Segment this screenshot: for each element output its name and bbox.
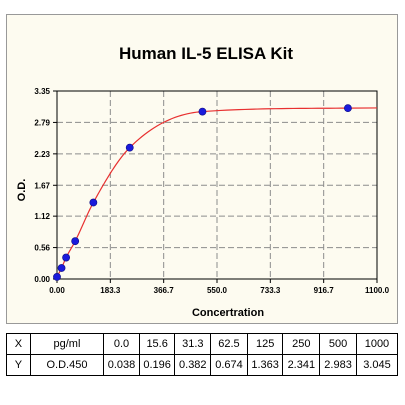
table-cell: 0.382 — [174, 354, 212, 376]
data-point — [89, 198, 98, 207]
x-tick-label: 1100.0 — [365, 286, 390, 295]
table-cell: Y — [6, 354, 31, 376]
table-cell: 1000 — [355, 333, 399, 355]
x-axis-title: Concertration — [192, 307, 264, 319]
data-point — [198, 107, 207, 116]
table-cell: 125 — [246, 333, 284, 355]
data-point — [71, 237, 80, 246]
x-tick-label: 366.7 — [154, 286, 175, 295]
table-cell: X — [6, 333, 31, 355]
x-tick-label: 0.00 — [49, 286, 65, 295]
chart-title: Human IL-5 ELISA Kit — [119, 44, 293, 63]
x-tick-label: 733.3 — [260, 286, 281, 295]
y-tick-label: 0.56 — [34, 244, 50, 253]
data-point — [62, 253, 71, 262]
data-point — [57, 264, 66, 272]
table-cell: 2.983 — [319, 354, 357, 376]
y-tick-label: 3.35 — [34, 87, 50, 96]
plot-area: 0.00 0.56 1.12 1.67 2.23 2.79 3.35 0.00 183.3 366… — [34, 87, 389, 295]
chart-svg: Human IL-5 ELISA Kit O.D. Concertration … — [16, 44, 390, 319]
table-cell: 62.5 — [210, 333, 248, 355]
data-point — [125, 143, 134, 152]
table-cell: O.D.450 — [29, 354, 105, 376]
table-cell: 0.0 — [103, 333, 140, 355]
data-point — [53, 272, 61, 281]
data-point — [344, 104, 352, 113]
x-tick-label: 550.0 — [207, 286, 228, 295]
table-cell: 15.6 — [138, 333, 176, 355]
table-cell: 1.363 — [246, 354, 284, 376]
x-tick-label: 916.7 — [314, 286, 335, 295]
y-tick-label: 1.12 — [34, 212, 50, 221]
table-cell: pg/ml — [29, 333, 105, 355]
y-tick-label: 0.00 — [34, 275, 50, 284]
table-cell: 500 — [319, 333, 357, 355]
table-cell: 2.341 — [282, 354, 321, 376]
y-axis-title: O.D. — [16, 179, 28, 202]
table-cell: 31.3 — [174, 333, 212, 355]
table-cell: 0.196 — [138, 354, 176, 376]
table-row-y: Y O.D.450 0.038 0.196 0.382 0.674 1.363 2.341 2.… — [6, 354, 399, 376]
table-cell: 0.674 — [210, 354, 248, 376]
x-tick-label: 183.3 — [100, 286, 121, 295]
table-cell: 3.045 — [355, 354, 399, 376]
table-cell: 250 — [282, 333, 321, 355]
y-tick-label: 1.67 — [34, 181, 50, 190]
y-tick-label: 2.79 — [34, 118, 50, 127]
table-cell: 0.038 — [103, 354, 140, 376]
chart-frame: Human IL-5 ELISA Kit O.D. Concertration … — [6, 14, 398, 324]
y-tick-label: 2.23 — [34, 150, 50, 159]
